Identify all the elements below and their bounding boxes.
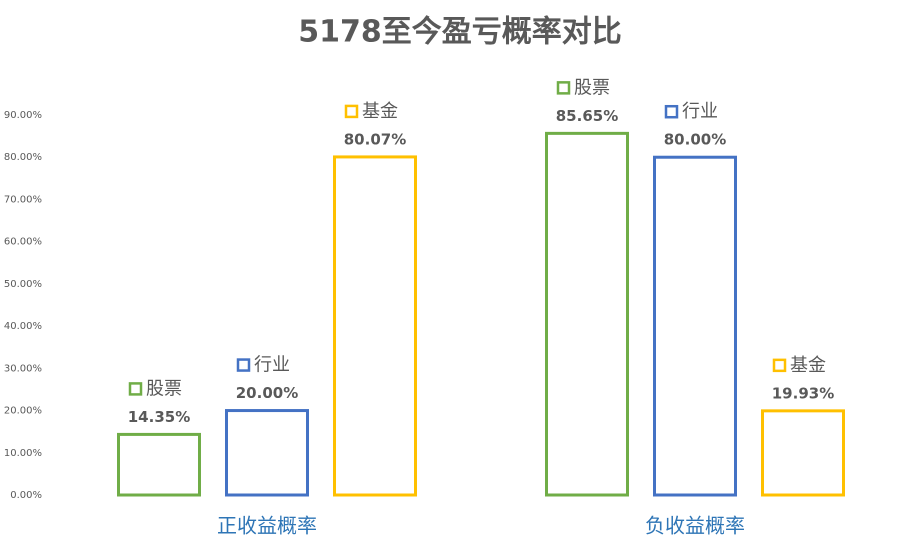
value-label: 14.35% xyxy=(128,408,190,426)
y-tick-label: 20.00% xyxy=(4,406,42,417)
y-tick-label: 60.00% xyxy=(4,237,42,248)
bar xyxy=(545,131,629,497)
legend-label: 基金 xyxy=(790,355,826,376)
value-label: 80.07% xyxy=(344,130,406,148)
y-tick-label: 50.00% xyxy=(4,279,42,290)
y-tick-label: 80.00% xyxy=(4,152,42,163)
value-label: 19.93% xyxy=(772,384,834,402)
legend-swatch xyxy=(556,81,571,95)
legend-swatch xyxy=(128,382,143,396)
y-tick-label: 30.00% xyxy=(4,363,42,374)
legend-swatch xyxy=(772,358,787,373)
legend-label: 股票 xyxy=(146,378,182,399)
y-tick-label: 90.00% xyxy=(4,110,42,121)
y-tick-label: 0.00% xyxy=(10,490,42,501)
legend-swatch xyxy=(236,358,251,372)
value-label: 80.00% xyxy=(664,131,726,149)
x-tick-label: 负收益概率 xyxy=(645,514,745,538)
legend-swatch xyxy=(664,104,679,119)
legend-swatch xyxy=(344,104,359,119)
bar xyxy=(117,432,201,497)
bar xyxy=(333,155,417,497)
y-tick-label: 40.00% xyxy=(4,321,42,332)
y-tick-label: 70.00% xyxy=(4,194,42,205)
legend-label: 股票 xyxy=(574,77,610,98)
bar xyxy=(225,409,309,497)
value-label: 20.00% xyxy=(236,384,298,402)
bar xyxy=(653,155,737,497)
x-tick-label: 正收益概率 xyxy=(217,514,317,538)
legend-label: 基金 xyxy=(362,101,398,122)
value-label: 85.65% xyxy=(556,107,618,125)
legend-label: 行业 xyxy=(254,355,290,376)
chart-title: 5178至今盈亏概率对比 xyxy=(298,15,622,50)
legend-label: 行业 xyxy=(682,101,718,122)
bar xyxy=(761,409,845,497)
y-tick-label: 10.00% xyxy=(4,448,42,459)
